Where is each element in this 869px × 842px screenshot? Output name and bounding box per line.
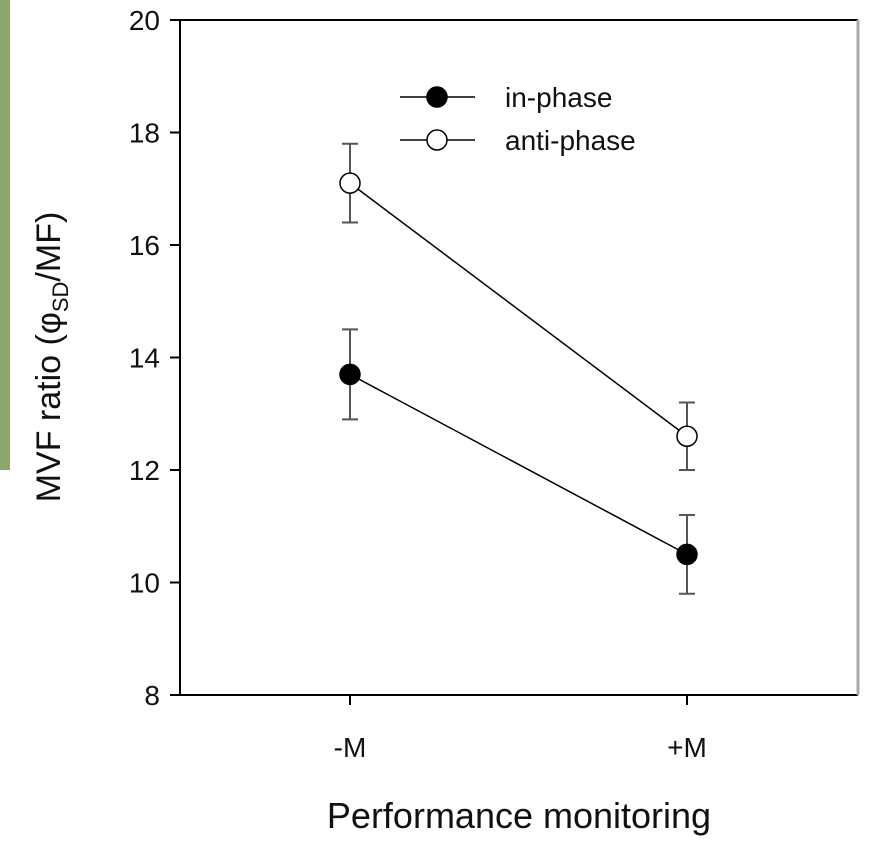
legend-marker xyxy=(426,86,448,108)
series-line xyxy=(349,373,688,556)
x-tick-label: +M xyxy=(667,732,707,763)
y-tick-label: 14 xyxy=(129,343,160,374)
legend-label: anti-phase xyxy=(505,125,636,156)
y-tick-label: 10 xyxy=(129,568,160,599)
x-tick-label: -M xyxy=(334,732,367,763)
y-tick-label: 16 xyxy=(129,230,160,261)
point xyxy=(676,425,698,447)
y-axis-title: MVF ratio (φSD/MF) xyxy=(30,212,73,503)
y-axis-title-part: /MF) xyxy=(30,212,68,282)
y-tick-label: 20 xyxy=(129,5,160,36)
series-line xyxy=(349,182,688,437)
x-axis-title: Performance monitoring xyxy=(327,795,711,836)
y-tick-label: 8 xyxy=(144,680,160,711)
y-tick-label: 12 xyxy=(129,455,160,486)
point xyxy=(339,363,361,386)
legend-marker xyxy=(426,129,448,151)
y-tick-label: 18 xyxy=(129,118,160,149)
point xyxy=(339,172,361,194)
legend-label: in-phase xyxy=(505,82,612,113)
background-crop xyxy=(0,0,10,470)
point xyxy=(676,543,698,566)
y-axis-title-part: MVF ratio (φ xyxy=(30,312,68,502)
y-axis-title-subscript: SD xyxy=(48,282,73,313)
